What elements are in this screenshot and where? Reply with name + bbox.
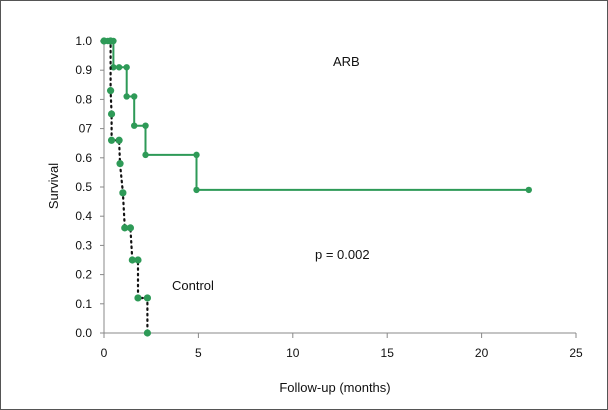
control-point	[128, 256, 136, 264]
control-point	[143, 294, 152, 302]
y-axis-title: Survival	[46, 163, 61, 209]
x-axis-title: Follow-up (months)	[279, 380, 390, 395]
y-tick-label: 0.3	[75, 238, 92, 252]
arb-point	[142, 122, 149, 129]
control-point	[119, 189, 127, 197]
control-point	[107, 87, 115, 95]
x-tick-label: 20	[475, 346, 489, 360]
x-tick-label: 0	[101, 346, 108, 360]
arb-point	[131, 93, 138, 100]
arb-point	[115, 64, 123, 71]
control-point	[115, 136, 123, 144]
control-point	[121, 224, 129, 232]
control-annotation: Control	[172, 278, 214, 293]
arb-annotation: ARB	[333, 54, 360, 69]
arb-series	[100, 37, 532, 194]
arb-line	[104, 40, 529, 191]
control-point	[143, 329, 152, 337]
x-axis-ticks: 0 5 10 15 20 25	[101, 333, 583, 360]
y-tick-label: 0.1	[75, 297, 92, 311]
arb-point	[193, 151, 200, 159]
y-tick-label: 0.9	[75, 63, 92, 77]
y-tick-label: 0.6	[75, 151, 92, 165]
y-tick-label: 07	[79, 122, 93, 136]
y-tick-label: 0.5	[75, 180, 92, 194]
arb-point	[131, 122, 138, 129]
arb-point	[142, 151, 149, 159]
x-tick-label: 5	[195, 346, 202, 360]
control-point	[116, 160, 124, 168]
series-layer	[100, 37, 532, 337]
y-tick-label: 1.0	[75, 34, 92, 48]
y-tick-label: 0.4	[75, 209, 92, 223]
x-tick-label: 25	[569, 346, 583, 360]
y-tick-label: 0.8	[75, 92, 92, 106]
arb-point	[525, 186, 532, 194]
x-tick-label: 10	[286, 346, 300, 360]
x-tick-label: 15	[381, 346, 395, 360]
y-axis-ticks: 0.0 0.1 0.2 0.3 0.4 0.5 0.6 07 0.8 0.9 1.0	[75, 34, 104, 340]
arb-point	[123, 93, 130, 100]
control-point	[134, 294, 142, 302]
control-point	[100, 37, 108, 45]
control-point	[107, 110, 116, 118]
control-point	[134, 256, 142, 264]
control-point	[107, 136, 116, 144]
arb-point	[110, 64, 117, 71]
arb-point	[193, 186, 200, 194]
y-tick-label: 0.2	[75, 268, 92, 282]
y-tick-label: 0.0	[75, 326, 92, 340]
p-value-annotation: p = 0.002	[315, 247, 370, 262]
control-point	[107, 37, 115, 45]
arb-point	[123, 64, 130, 71]
control-point	[126, 224, 135, 232]
control-series	[100, 37, 152, 337]
